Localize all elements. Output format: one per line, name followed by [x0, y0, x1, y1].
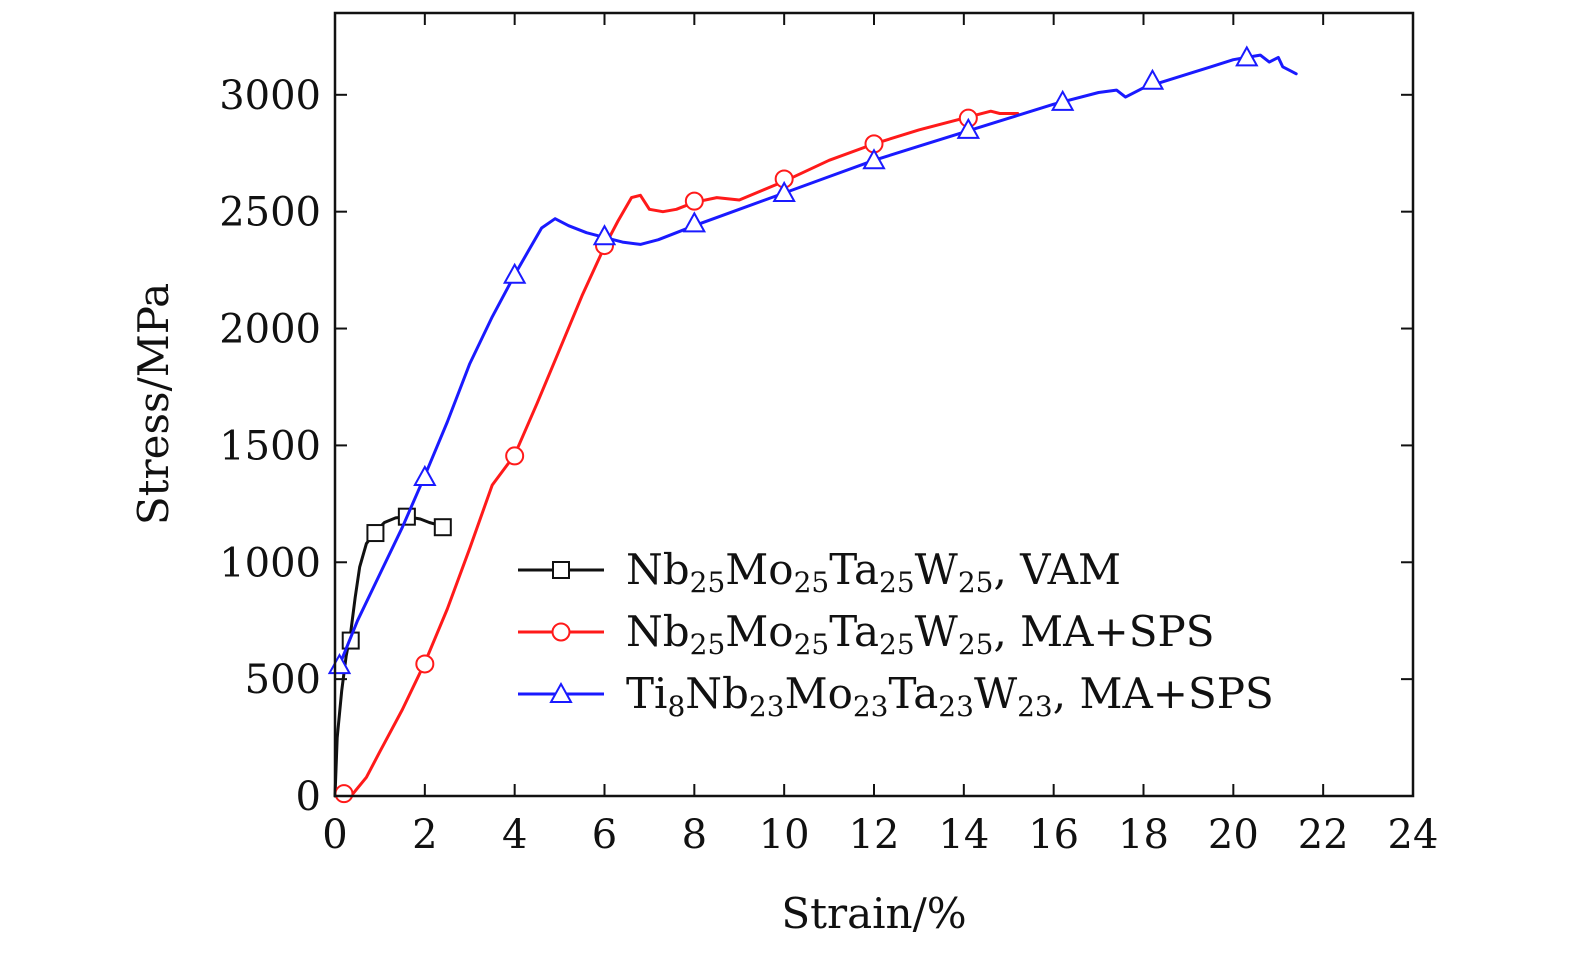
- data-point-marker: [502, 262, 527, 284]
- data-point-marker: [862, 148, 886, 170]
- data-point-marker: [505, 446, 525, 466]
- x-tick-label: 14: [938, 812, 989, 858]
- legend-text-part: Mo: [725, 545, 793, 594]
- y-tick-label: 3000: [219, 73, 321, 119]
- series-square: [333, 507, 452, 798]
- data-point-marker: [592, 224, 617, 246]
- data-point-marker: [956, 117, 981, 139]
- legend-item: Ti8Nb23Mo23Ta23W23, MA+SPS: [518, 669, 1274, 723]
- legend-text-part: Nb: [626, 545, 690, 594]
- data-point-marker: [433, 518, 452, 537]
- legend-subscript: 25: [879, 566, 915, 599]
- ticks-layer: 0 2 4 6 8 10 12 14 16 18 20 22 240500100015002000250…: [219, 13, 1438, 858]
- legend-label: Nb25Mo25Ta25W25, MA+SPS: [626, 607, 1215, 661]
- legend-subscript: 25: [879, 628, 915, 661]
- x-tick-label: 16: [1028, 812, 1079, 858]
- legend-item: Nb25Mo25Ta25W25, VAM: [518, 545, 1121, 599]
- data-point-marker: [413, 464, 437, 486]
- legend-text-part: Ti: [626, 669, 667, 718]
- x-tick-label: 2: [412, 812, 437, 858]
- y-tick-label: 2000: [219, 307, 321, 353]
- y-tick-label: 1500: [219, 423, 321, 469]
- legend-text-part: Mo: [725, 607, 793, 656]
- x-axis-title: Strain/%: [781, 889, 966, 938]
- y-tick-label: 500: [245, 657, 321, 703]
- legend-subscript: 25: [958, 628, 994, 661]
- legend-subscript: 23: [749, 690, 785, 723]
- legend-text-part: Nb: [685, 669, 749, 718]
- legend-marker: [549, 681, 573, 703]
- x-tick-label: 8: [682, 812, 707, 858]
- data-point-marker: [366, 524, 385, 543]
- y-tick-label: 0: [296, 774, 321, 820]
- y-tick-label: 2500: [219, 190, 321, 236]
- legend-subscript: 23: [938, 690, 974, 723]
- legend-text-part: , VAM: [993, 545, 1121, 594]
- legend-marker: [552, 561, 570, 579]
- legend-subscript: 25: [690, 628, 726, 661]
- legend-text-part: Mo: [785, 669, 853, 718]
- x-tick-label: 12: [849, 812, 900, 858]
- legend-marker: [551, 622, 571, 642]
- legend-subscript: 25: [958, 566, 994, 599]
- legend-text-part: W: [915, 545, 959, 594]
- legend-subscript: 23: [1017, 690, 1053, 723]
- legend-subscript: 23: [853, 690, 889, 723]
- legend-text-part: Ta: [829, 545, 879, 594]
- data-point-marker: [772, 180, 796, 202]
- legend-label: Ti8Nb23Mo23Ta23W23, MA+SPS: [626, 669, 1274, 723]
- legend-item: Nb25Mo25Ta25W25, MA+SPS: [518, 607, 1215, 661]
- legend-text-part: , MA+SPS: [1053, 669, 1274, 718]
- x-tick-label: 18: [1118, 812, 1169, 858]
- series-layer: [327, 45, 1298, 804]
- x-tick-label: 20: [1208, 812, 1259, 858]
- legend-subscript: 8: [667, 690, 685, 723]
- data-point-marker: [1140, 68, 1165, 90]
- data-point-marker: [684, 191, 704, 211]
- legend-text-part: Ta: [829, 607, 879, 656]
- y-tick-label: 1000: [219, 540, 321, 586]
- x-tick-label: 24: [1388, 812, 1439, 858]
- x-tick-label: 6: [592, 812, 617, 858]
- series-triangle: [327, 45, 1298, 675]
- data-point-marker: [415, 654, 435, 674]
- legend-text-part: Nb: [626, 607, 690, 656]
- y-axis-title: Stress/MPa: [129, 283, 178, 525]
- legend-text-part: Ta: [889, 669, 939, 718]
- legend-text-part: , MA+SPS: [993, 607, 1214, 656]
- legend-text-part: W: [915, 607, 959, 656]
- legend-label: Nb25Mo25Ta25W25, VAM: [626, 545, 1121, 599]
- data-point-marker: [1050, 89, 1075, 111]
- legend-text-part: W: [974, 669, 1018, 718]
- data-point-marker: [334, 784, 354, 804]
- x-tick-label: 22: [1298, 812, 1349, 858]
- x-tick-label: 10: [759, 812, 810, 858]
- series-line: [338, 53, 1298, 667]
- data-point-marker: [1235, 45, 1259, 67]
- legend-subscript: 25: [794, 566, 830, 599]
- data-point-marker: [682, 211, 707, 233]
- x-tick-label: 4: [502, 812, 527, 858]
- legend-subscript: 25: [690, 566, 726, 599]
- x-tick-label: 0: [322, 812, 347, 858]
- legend-subscript: 25: [794, 628, 830, 661]
